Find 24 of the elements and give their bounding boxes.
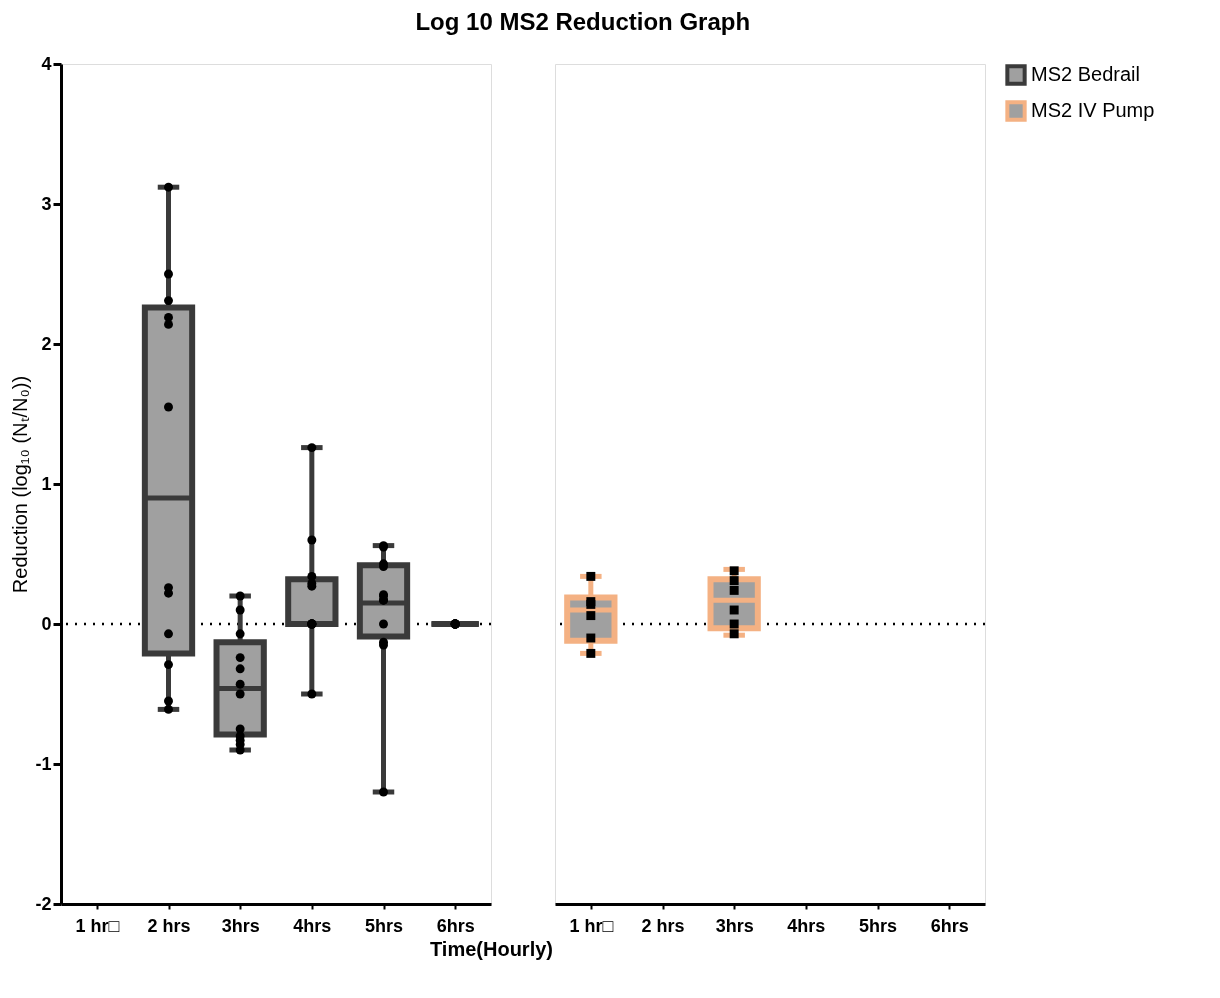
y-tick-label: 2 [41, 333, 52, 354]
y-tick-label: -2 [35, 893, 52, 914]
y-tick-label: 1 [41, 473, 52, 494]
x-tick-label: 2 hrs [641, 915, 685, 936]
legend-label: MS2 Bedrail [1031, 63, 1140, 85]
y-tick-label: 3 [41, 193, 52, 214]
y-tick-label: -1 [35, 753, 52, 774]
x-tick-label: 3hrs [715, 915, 754, 936]
text: Log 10 MS2 Reduction Graph [415, 7, 751, 35]
x-tick-label: 6hrs [436, 915, 475, 936]
x-tick-label: 2 hrs [147, 915, 191, 936]
x-tick-label: 5hrs [364, 915, 404, 936]
y-tick-label: 0 [41, 613, 52, 634]
x-tick-label: 3hrs [221, 915, 260, 936]
x-tick-label: 6hrs [930, 915, 969, 936]
y-tick-label: 4 [41, 53, 52, 74]
text: MS2 IV Pump [1031, 99, 1155, 121]
x-tick-label: 1 hr□ [569, 915, 614, 936]
y-axis-title: Reduction (log₁₀ (Nₜ/N₀)) [9, 375, 32, 594]
x-axis-title: Time(Hourly) [430, 937, 553, 960]
x-tick-label: 1 hr□ [75, 915, 120, 936]
x-tick-label: 4hrs [787, 915, 826, 936]
x-tick-label: 4hrs [293, 915, 332, 936]
x-tick-label: 5hrs [858, 915, 898, 936]
